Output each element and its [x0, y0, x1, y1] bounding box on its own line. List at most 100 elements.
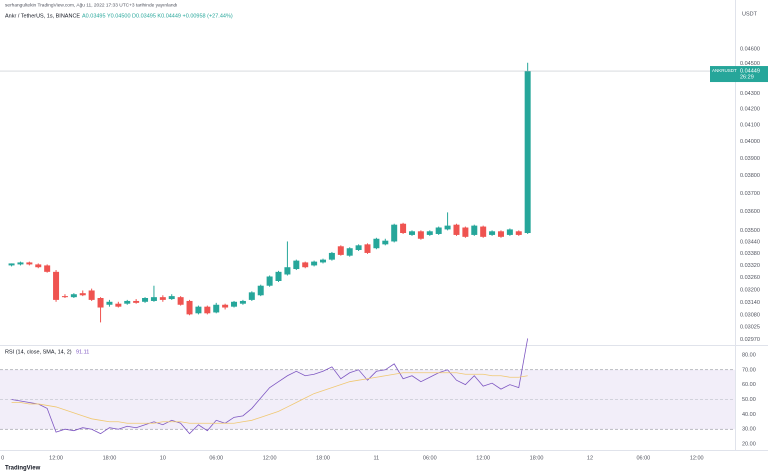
candle-body — [26, 262, 33, 265]
candle-body — [124, 300, 131, 304]
last-price-label: 0.04449 — [740, 68, 760, 74]
candle-body — [400, 223, 407, 234]
y-tick-label: 0.04300 — [740, 91, 760, 97]
candle-body — [35, 264, 42, 268]
candle-body — [44, 265, 51, 272]
x-tick-label: 0 — [1, 455, 4, 461]
candle-body — [168, 296, 175, 300]
candle-body — [97, 298, 104, 308]
y-tick-label: 0.03900 — [740, 156, 760, 162]
candle-body — [133, 300, 140, 303]
candle-body — [293, 260, 300, 270]
candle-body — [382, 240, 389, 245]
y-tick-label: 0.03025 — [740, 325, 760, 331]
candle-body — [213, 304, 220, 313]
candle-body — [159, 297, 166, 300]
candle-body — [204, 306, 211, 314]
price-label-symbol: ANKRUSDT — [712, 68, 737, 73]
y-tick-label: 0.03140 — [740, 300, 760, 306]
y-tick-label: 60.00 — [742, 382, 756, 388]
candle-body — [79, 293, 86, 296]
y-tick-label: 0.04100 — [740, 123, 760, 129]
y-tick-label: 0.03080 — [740, 313, 760, 319]
candle-body — [453, 224, 460, 235]
footer-logo: TradingView — [5, 466, 41, 472]
y-tick-label: 0.03500 — [740, 228, 760, 234]
candle-body — [186, 300, 193, 315]
candle-body — [417, 231, 424, 239]
x-tick-label: 12:00 — [49, 455, 63, 461]
candle-body — [195, 306, 202, 314]
y-tick-label: 0.03260 — [740, 275, 760, 281]
x-tick-label: 06:00 — [209, 455, 223, 461]
candle-body — [364, 244, 371, 253]
candle-body — [257, 285, 264, 296]
candle-body — [337, 246, 344, 255]
y-tick-label: 50.00 — [742, 397, 756, 403]
x-tick-label: 18:00 — [103, 455, 117, 461]
candle-body — [524, 71, 531, 234]
y-tick-label: 80.00 — [742, 352, 756, 358]
candle-body — [115, 303, 122, 307]
candle-body — [497, 231, 504, 237]
candle-body — [231, 301, 238, 307]
y-tick-label: 0.02970 — [740, 337, 760, 343]
candle-body — [150, 297, 157, 301]
candle-body — [480, 226, 487, 237]
currency: USDT — [742, 11, 758, 17]
y-tick-label: 0.03800 — [740, 173, 760, 179]
indicator-line — [11, 338, 529, 435]
candle-body — [222, 304, 229, 308]
last-price-box — [710, 66, 768, 83]
author-line: serhangultekin TradingView.com, Ağu 11, … — [5, 2, 178, 8]
candle-body — [70, 294, 77, 298]
candle-body — [239, 300, 246, 304]
x-tick-label: 12:00 — [263, 455, 277, 461]
x-tick-label: 11 — [374, 455, 380, 461]
y-tick-label: 0.03320 — [740, 263, 760, 269]
candle-body — [489, 231, 496, 235]
candle-body — [471, 225, 478, 235]
y-tick-label: 0.03380 — [740, 251, 760, 257]
candle-body — [426, 231, 433, 235]
y-tick-label: 0.04600 — [740, 46, 760, 52]
x-tick-label: 12 — [587, 455, 593, 461]
candle-body — [462, 227, 469, 237]
indicator-line — [11, 372, 528, 424]
x-tick-label: 10 — [160, 455, 166, 461]
y-tick-label: 0.04500 — [740, 61, 760, 67]
x-tick-label: 06:00 — [636, 455, 650, 461]
candle-body — [284, 267, 291, 275]
candle-body — [435, 227, 442, 234]
candle-body — [346, 248, 353, 256]
y-tick-label: 20.00 — [742, 442, 756, 448]
candle-body — [302, 262, 309, 268]
candle-body — [106, 301, 113, 305]
countdown: 26:29 — [740, 74, 754, 80]
y-tick-label: 40.00 — [742, 412, 756, 418]
candle-body — [355, 245, 362, 250]
candle-body — [311, 261, 318, 266]
candle-body — [373, 238, 380, 249]
indicator-value: 91.11 — [76, 349, 89, 355]
candle-body — [506, 229, 513, 235]
candle-body — [88, 290, 95, 300]
x-tick-label: 12:00 — [690, 455, 704, 461]
y-tick-label: 0.04200 — [740, 107, 760, 113]
y-tick-label: 70.00 — [742, 367, 756, 373]
candle-body — [391, 224, 398, 242]
x-tick-label: 18:00 — [316, 455, 330, 461]
y-tick-label: 0.04000 — [740, 139, 760, 145]
y-tick-label: 0.03200 — [740, 287, 760, 293]
candle-body — [61, 296, 68, 298]
candle-body — [328, 252, 335, 260]
symbol: Ankr / TetherUS, 1s, BINANCE — [5, 13, 80, 19]
y-tick-label: 0.03700 — [740, 191, 760, 197]
candle-body — [177, 297, 184, 305]
candle-body — [320, 259, 327, 263]
candle-body — [248, 292, 255, 300]
candle-body — [8, 263, 15, 266]
candle-body — [275, 271, 282, 281]
